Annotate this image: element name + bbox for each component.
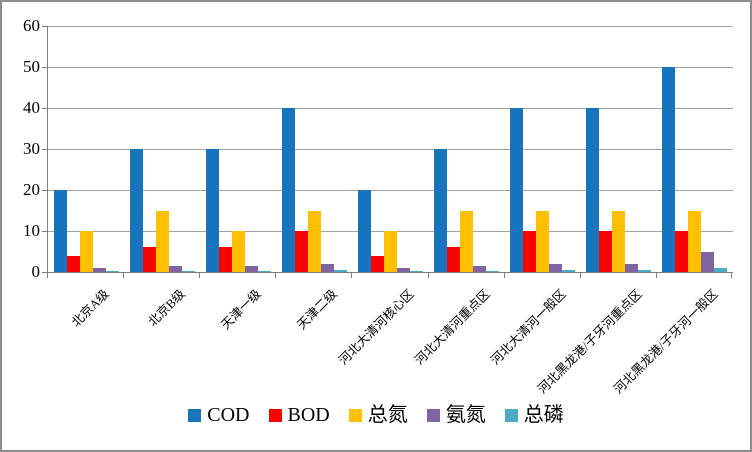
y-tick xyxy=(42,26,47,27)
bar xyxy=(129,149,143,272)
y-tick-label: 50 xyxy=(23,57,40,76)
bar xyxy=(257,270,271,272)
x-tick xyxy=(579,273,581,278)
bar xyxy=(66,255,80,272)
bar xyxy=(244,265,258,272)
legend: COD BOD 总氮 氨氮 总磷 xyxy=(2,403,750,427)
bar xyxy=(486,270,500,272)
bar xyxy=(536,210,550,272)
legend-item: BOD xyxy=(268,403,330,427)
x-tick xyxy=(655,273,657,278)
bar xyxy=(281,108,295,272)
x-tick xyxy=(275,273,277,278)
legend-swatch xyxy=(504,408,518,422)
x-tick xyxy=(351,273,353,278)
bar xyxy=(168,265,182,272)
gridline xyxy=(48,67,733,68)
bar xyxy=(599,231,613,272)
bar xyxy=(205,149,219,272)
bar xyxy=(460,210,474,272)
bar xyxy=(79,231,93,272)
x-tick xyxy=(731,273,732,278)
bar xyxy=(612,210,626,272)
bar xyxy=(688,210,702,272)
legend-item: 总氮 xyxy=(348,403,408,427)
gridline xyxy=(48,190,733,191)
bar xyxy=(714,267,728,272)
bar xyxy=(473,265,487,272)
y-tick xyxy=(42,108,47,109)
x-tick xyxy=(427,273,429,278)
bar xyxy=(155,210,169,272)
bar xyxy=(701,251,715,272)
bar xyxy=(231,231,245,272)
bar xyxy=(358,190,371,272)
y-tick xyxy=(42,231,47,232)
y-tick-label: 60 xyxy=(23,16,40,35)
legend-label: 总氮 xyxy=(367,404,408,426)
y-tick xyxy=(42,67,47,68)
bar xyxy=(410,271,423,272)
bar xyxy=(371,255,384,272)
legend-item: COD xyxy=(188,403,250,427)
y-tick-label: 20 xyxy=(23,180,40,199)
bar xyxy=(92,267,106,272)
y-tick-label: 30 xyxy=(23,139,40,158)
y-tick xyxy=(42,272,47,273)
bar xyxy=(662,67,676,272)
y-tick xyxy=(42,149,47,150)
bar xyxy=(510,108,524,272)
x-tick xyxy=(199,273,201,278)
legend-label: BOD xyxy=(287,404,330,426)
bar xyxy=(523,231,537,272)
bar xyxy=(294,231,308,272)
bar xyxy=(53,190,67,272)
y-tick-label: 10 xyxy=(23,221,40,240)
gridline xyxy=(48,149,733,150)
gridline xyxy=(48,108,733,109)
legend-label: 总磷 xyxy=(523,404,564,426)
legend-item: 氨氮 xyxy=(426,403,486,427)
legend-label: 氨氮 xyxy=(445,404,486,426)
legend-swatch xyxy=(188,408,202,422)
bar xyxy=(320,263,334,272)
bar xyxy=(397,267,410,272)
bar xyxy=(218,247,232,272)
x-tick xyxy=(47,273,48,278)
bar xyxy=(105,271,119,272)
legend-label: COD xyxy=(207,404,250,426)
bar xyxy=(434,149,448,272)
bar xyxy=(181,270,195,272)
bar xyxy=(549,263,563,272)
bar xyxy=(586,108,600,272)
gridline xyxy=(48,26,733,27)
plot-area xyxy=(47,26,733,273)
bar xyxy=(638,269,652,272)
legend-swatch xyxy=(268,408,282,422)
legend-swatch xyxy=(348,408,362,422)
y-tick-label: 40 xyxy=(23,98,40,117)
legend-item: 总磷 xyxy=(504,403,564,427)
bar xyxy=(142,247,156,272)
y-tick-label: 0 xyxy=(31,262,41,281)
bar xyxy=(447,247,461,272)
bar xyxy=(625,263,639,272)
bar xyxy=(675,231,689,272)
bar xyxy=(333,269,347,272)
y-tick xyxy=(42,190,47,191)
x-tick xyxy=(123,273,125,278)
legend-swatch xyxy=(426,408,440,422)
bar xyxy=(384,231,397,272)
bar xyxy=(562,269,576,272)
bar xyxy=(307,210,321,272)
x-tick xyxy=(503,273,505,278)
